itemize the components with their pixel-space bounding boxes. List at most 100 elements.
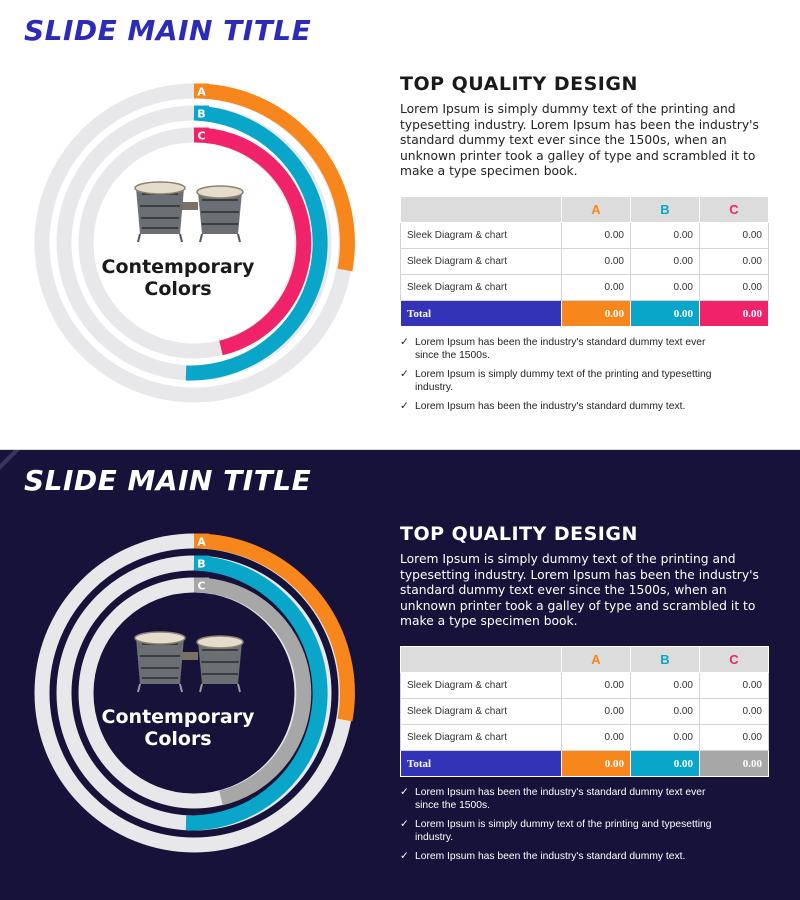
center-label: Contemporary Colors bbox=[96, 256, 260, 300]
row-label: Sleek Diagram & chart bbox=[400, 724, 562, 751]
bullet-text: Lorem Ipsum is simply dummy text of the … bbox=[415, 369, 712, 393]
check-icon: ✓ bbox=[400, 401, 409, 412]
table-header-c: C bbox=[699, 646, 769, 673]
check-icon: ✓ bbox=[400, 819, 409, 830]
bullet-text: Lorem Ipsum has been the industry's stan… bbox=[415, 787, 706, 811]
row-label: Sleek Diagram & chart bbox=[400, 222, 562, 249]
table-header-blank bbox=[400, 196, 562, 223]
slide-dark: SLIDE MAIN TITLE A B C Contemporary Colo… bbox=[0, 450, 800, 900]
bullet-text: Lorem Ipsum has been the industry's stan… bbox=[415, 851, 686, 862]
cell-c: 0.00 bbox=[699, 248, 769, 275]
list-item: ✓ Lorem Ipsum has been the industry's sta… bbox=[400, 850, 730, 863]
ring-label-c: C bbox=[197, 580, 205, 593]
description-text: Lorem Ipsum is simply dummy text of the … bbox=[400, 552, 759, 628]
ring-arc-c bbox=[193, 577, 312, 806]
ring-label-b-bg bbox=[194, 555, 209, 571]
table-total-row: Total 0.00 0.00 0.00 bbox=[400, 750, 769, 777]
ring-label-b: B bbox=[197, 558, 205, 571]
bullet-text: Lorem Ipsum has been the industry's stan… bbox=[415, 401, 686, 412]
section-heading: TOP QUALITY DESIGN bbox=[400, 73, 638, 95]
row-label: Sleek Diagram & chart bbox=[400, 274, 562, 301]
bullet-list: ✓ Lorem Ipsum has been the industry's sta… bbox=[400, 336, 730, 419]
center-label-line1: Contemporary bbox=[101, 256, 255, 278]
table-row: Sleek Diagram & chart 0.00 0.00 0.00 bbox=[400, 274, 769, 301]
ring-label-c-bg bbox=[194, 127, 209, 143]
ring-arc-c bbox=[193, 127, 312, 356]
row-label: Sleek Diagram & chart bbox=[400, 248, 562, 275]
table-row: Sleek Diagram & chart 0.00 0.00 0.00 bbox=[400, 248, 769, 275]
table-header-blank bbox=[400, 646, 562, 673]
table-row: Sleek Diagram & chart 0.00 0.00 0.00 bbox=[400, 724, 769, 751]
cell-a: 0.00 bbox=[561, 274, 631, 301]
table-header-b: B bbox=[630, 196, 700, 223]
bongo-drums-icon bbox=[134, 181, 244, 243]
cell-b: 0.00 bbox=[630, 222, 700, 249]
ring-label-b-bg bbox=[194, 105, 209, 121]
cell-b: 0.00 bbox=[630, 248, 700, 275]
table-header-b: B bbox=[630, 646, 700, 673]
table-row: Sleek Diagram & chart 0.00 0.00 0.00 bbox=[400, 222, 769, 249]
cell-b: 0.00 bbox=[630, 724, 700, 751]
list-item: ✓ Lorem Ipsum has been the industry's sta… bbox=[400, 786, 730, 812]
cell-c: 0.00 bbox=[699, 274, 769, 301]
ring-arc-b bbox=[185, 105, 328, 381]
check-icon: ✓ bbox=[400, 787, 409, 798]
bullet-list: ✓ Lorem Ipsum has been the industry's sta… bbox=[400, 786, 730, 869]
bullet-text: Lorem Ipsum has been the industry's stan… bbox=[415, 337, 706, 361]
list-item: ✓ Lorem Ipsum is simply dummy text of the… bbox=[400, 818, 730, 844]
ring-label-c: C bbox=[197, 130, 205, 143]
corner-decoration bbox=[0, 450, 20, 470]
cell-b: 0.00 bbox=[630, 274, 700, 301]
table-header-a: A bbox=[561, 196, 631, 223]
total-c: 0.00 bbox=[699, 300, 769, 327]
ring-label-a-bg bbox=[194, 533, 209, 549]
slide-title: SLIDE MAIN TITLE bbox=[24, 464, 312, 497]
cell-a: 0.00 bbox=[561, 724, 631, 751]
list-item: ✓ Lorem Ipsum is simply dummy text of the… bbox=[400, 368, 730, 394]
center-label: Contemporary Colors bbox=[96, 706, 260, 750]
ring-diagram: A B C bbox=[34, 533, 355, 853]
total-label: Total bbox=[400, 750, 562, 777]
list-item: ✓ Lorem Ipsum has been the industry's sta… bbox=[400, 336, 730, 362]
ring-diagram: A B C bbox=[34, 83, 355, 403]
data-table: A B C Sleek Diagram & chart 0.00 0.00 0.… bbox=[400, 196, 769, 327]
ring-label-a-bg bbox=[194, 83, 209, 99]
ring-label-a: A bbox=[197, 86, 206, 99]
total-b: 0.00 bbox=[630, 300, 700, 327]
total-b: 0.00 bbox=[630, 750, 700, 777]
bongo-drums-icon bbox=[134, 631, 244, 693]
total-a: 0.00 bbox=[561, 300, 631, 327]
cell-a: 0.00 bbox=[561, 222, 631, 249]
cell-a: 0.00 bbox=[561, 672, 631, 699]
ring-label-c-bg bbox=[194, 577, 209, 593]
list-item: ✓ Lorem Ipsum has been the industry's sta… bbox=[400, 400, 730, 413]
slide-title: SLIDE MAIN TITLE bbox=[24, 14, 312, 47]
check-icon: ✓ bbox=[400, 369, 409, 380]
ring-arc-a bbox=[193, 83, 355, 272]
cell-c: 0.00 bbox=[699, 222, 769, 249]
total-c: 0.00 bbox=[699, 750, 769, 777]
row-label: Sleek Diagram & chart bbox=[400, 672, 562, 699]
cell-b: 0.00 bbox=[630, 698, 700, 725]
table-row: Sleek Diagram & chart 0.00 0.00 0.00 bbox=[400, 672, 769, 699]
cell-a: 0.00 bbox=[561, 248, 631, 275]
cell-c: 0.00 bbox=[699, 698, 769, 725]
slide-light: SLIDE MAIN TITLE A B C Contemporary Colo… bbox=[0, 14, 800, 450]
check-icon: ✓ bbox=[400, 851, 409, 862]
bullet-text: Lorem Ipsum is simply dummy text of the … bbox=[415, 819, 712, 843]
ring-arc-a bbox=[193, 533, 355, 722]
center-label-line2: Colors bbox=[144, 278, 212, 300]
table-header-a: A bbox=[561, 646, 631, 673]
ring-arc-b bbox=[185, 555, 328, 831]
ring-label-a: A bbox=[197, 536, 206, 549]
cell-c: 0.00 bbox=[699, 672, 769, 699]
cell-b: 0.00 bbox=[630, 672, 700, 699]
table-row: Sleek Diagram & chart 0.00 0.00 0.00 bbox=[400, 698, 769, 725]
row-label: Sleek Diagram & chart bbox=[400, 698, 562, 725]
section-heading: TOP QUALITY DESIGN bbox=[400, 523, 638, 545]
total-a: 0.00 bbox=[561, 750, 631, 777]
total-label: Total bbox=[400, 300, 562, 327]
center-label-line2: Colors bbox=[144, 728, 212, 750]
table-header-row: A B C bbox=[400, 196, 769, 223]
cell-c: 0.00 bbox=[699, 724, 769, 751]
